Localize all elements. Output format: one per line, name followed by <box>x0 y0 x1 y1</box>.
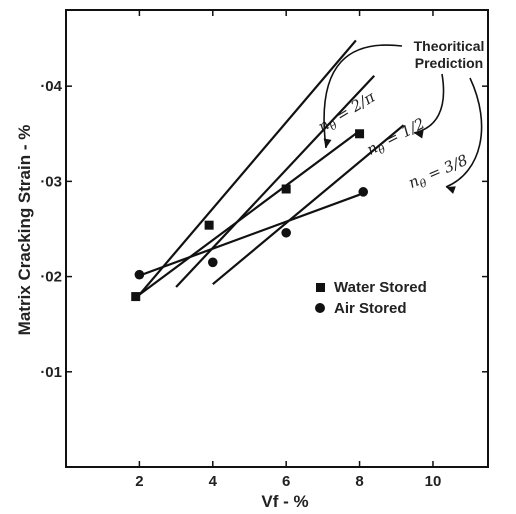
x-axis-label: Vf - % <box>261 492 308 511</box>
point-air-2 <box>207 257 218 268</box>
y-tick-label: ·04 <box>40 78 62 95</box>
point-air-3 <box>281 227 291 238</box>
theory-label-3: nθ = 3/8 <box>406 151 472 195</box>
fit-lines <box>138 130 361 296</box>
theory-line-2 <box>175 74 376 288</box>
annotation-arrow-2 <box>413 73 445 134</box>
legend-marker-water <box>316 283 325 292</box>
point-water-3 <box>281 184 291 194</box>
y-tick-label: ·02 <box>40 269 62 286</box>
point-water-1 <box>131 292 141 302</box>
legend-label-water: Water Stored <box>334 279 427 296</box>
y-axis-label: Matrix Cracking Strain - % <box>15 125 34 336</box>
legend-label-air: Air Stored <box>334 300 407 317</box>
legend-marker-air <box>315 303 325 313</box>
legend: Water Stored Air Stored <box>315 279 427 317</box>
annotation-arrows <box>323 44 483 194</box>
annotation-line-2: Prediction <box>415 55 483 71</box>
annotation-group: Theoritical Prediction <box>414 38 485 71</box>
x-tick-label-10: 10 <box>425 473 442 490</box>
data-points <box>131 129 369 302</box>
arrow-head-1 <box>323 138 332 148</box>
x-tick-label-6: 6 <box>282 473 290 490</box>
theory-line-1 <box>138 39 357 296</box>
x-tick-label-2: 2 <box>135 473 143 490</box>
x-tick-label-4: 4 <box>209 473 218 490</box>
theory-line-3 <box>212 124 405 286</box>
point-water-4 <box>355 129 365 139</box>
annotation-arrow-3 <box>445 77 483 188</box>
fit-line-2 <box>139 193 360 277</box>
y-tick-label: ·01 <box>40 364 62 381</box>
theory-label-2: nθ = 1/2 <box>364 114 429 161</box>
point-water-2 <box>204 220 214 230</box>
tick-labels: 2 4 6 8 10 ·01 ·02 ·03 ·04 <box>40 78 441 490</box>
arrow-head-2 <box>414 130 424 139</box>
plot-border <box>65 9 489 468</box>
axis-ticks <box>66 10 488 467</box>
plot-frame <box>65 9 489 468</box>
point-air-4 <box>358 187 369 197</box>
annotation-arrow-1 <box>323 44 403 149</box>
annotation-line-1: Theoritical <box>414 38 485 54</box>
arrow-head-3 <box>446 186 456 194</box>
point-air-1 <box>134 269 145 280</box>
x-tick-label-8: 8 <box>355 473 363 490</box>
fit-line-1 <box>138 130 361 296</box>
y-tick-label: ·03 <box>40 173 62 190</box>
